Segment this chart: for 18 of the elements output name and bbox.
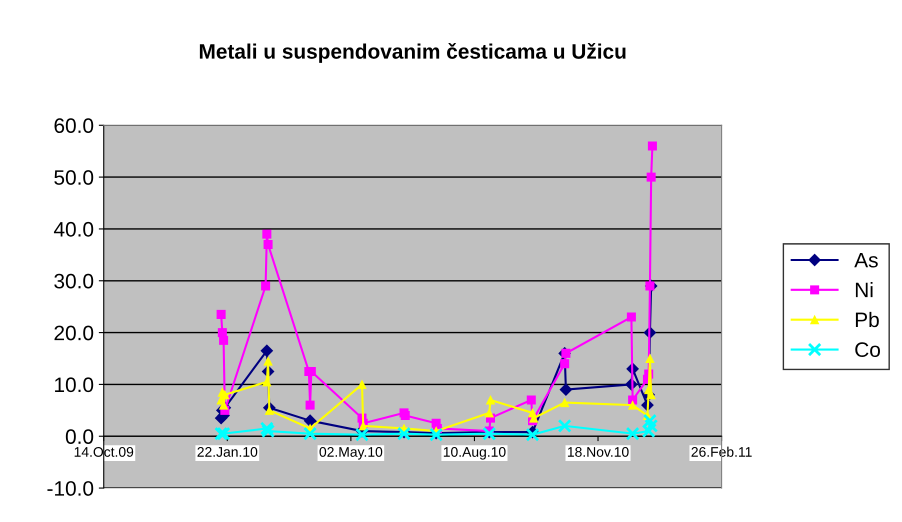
x-tick-label: 02.May.10 — [320, 447, 382, 460]
x-tick-label: 18.Nov.10 — [568, 447, 629, 457]
chart-title: Metali u suspendovanim česticama u Užicu — [200, 43, 626, 63]
y-tick-label: 40.0 — [54, 222, 94, 237]
y-tick-label: 30.0 — [54, 274, 94, 289]
y-tick-label: -10.0 — [47, 481, 94, 496]
x-tick-label: 10.Aug.10 — [444, 447, 506, 460]
y-tick-label: 20.0 — [54, 326, 94, 340]
legend-label: As — [854, 252, 878, 268]
y-tick-label: 50.0 — [54, 170, 94, 185]
legend-label: Co — [855, 342, 880, 358]
y-tick-label: 10.0 — [55, 377, 94, 392]
legend-label: Pb — [856, 312, 879, 328]
x-tick-label: 22.Jan.10 — [198, 447, 258, 457]
y-tick-label: 60.0 — [54, 118, 94, 134]
y-tick-label: 0.0 — [66, 429, 94, 444]
legend-label: Ni — [856, 282, 872, 298]
x-tick-label: 26.Feb.11 — [692, 446, 752, 457]
